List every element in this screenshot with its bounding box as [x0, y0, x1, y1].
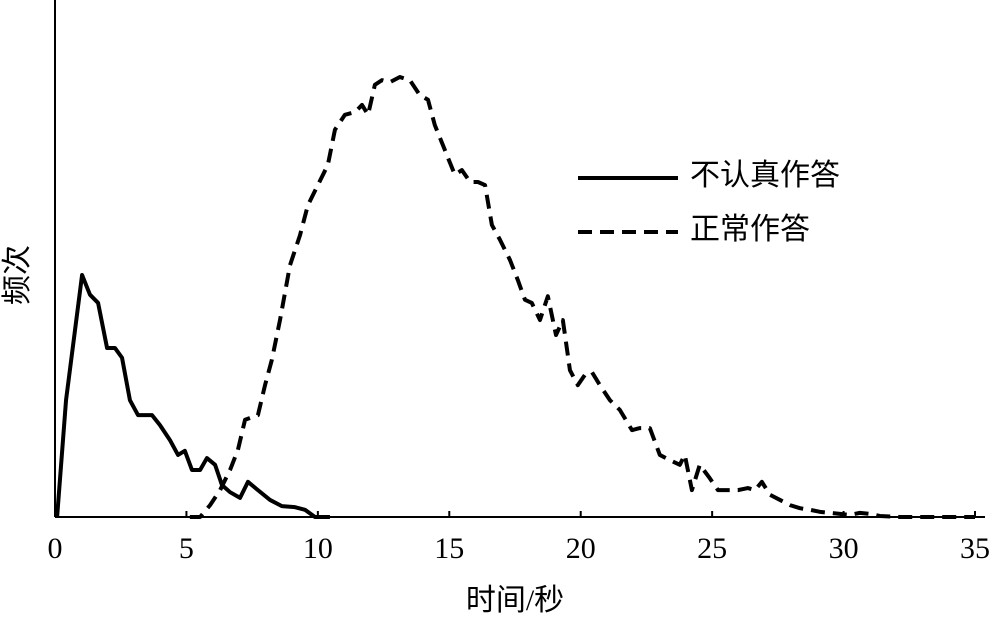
series-line — [55, 273, 330, 519]
x-tick-label: 20 — [566, 532, 596, 565]
x-tick-label: 10 — [303, 532, 333, 565]
x-axis-label: 时间/秒 — [466, 584, 564, 617]
x-tick-label: 5 — [179, 532, 194, 565]
x-tick-label: 0 — [48, 532, 63, 565]
x-tick-label: 25 — [697, 532, 727, 565]
x-tick-label: 30 — [829, 532, 859, 565]
x-tick-label: 15 — [434, 532, 464, 565]
y-axis-label: 频次 — [1, 245, 34, 305]
legend-label: 正常作答 — [690, 213, 810, 246]
x-tick-label: 35 — [960, 532, 990, 565]
series-line — [189, 75, 975, 519]
legend-label: 不认真作答 — [690, 159, 840, 192]
